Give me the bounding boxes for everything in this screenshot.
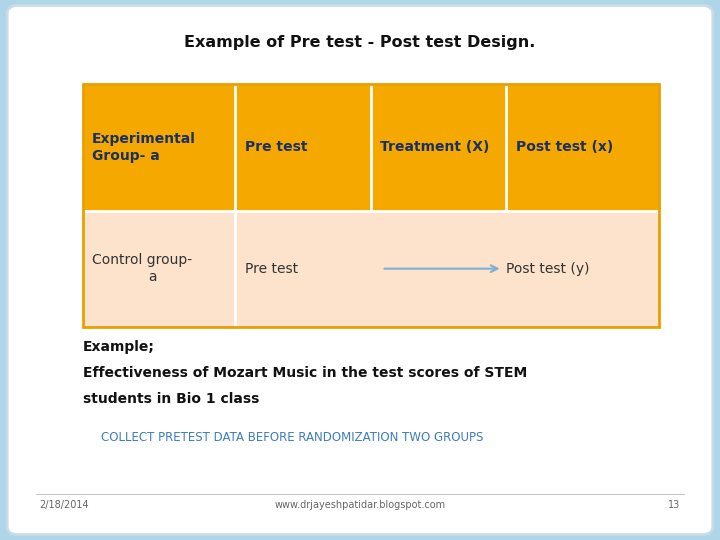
Bar: [83, 84, 659, 327]
Bar: [83, 84, 659, 211]
Text: 2/18/2014: 2/18/2014: [40, 500, 89, 510]
Text: Treatment (X): Treatment (X): [380, 140, 490, 154]
Text: Post test (y): Post test (y): [506, 262, 590, 275]
Text: Experimental
Group- a: Experimental Group- a: [92, 132, 196, 163]
Text: 13: 13: [668, 500, 680, 510]
Text: Pre test: Pre test: [245, 262, 298, 275]
Text: Pre test: Pre test: [245, 140, 307, 154]
Text: www.drjayeshpatidar.blogspot.com: www.drjayeshpatidar.blogspot.com: [274, 500, 446, 510]
FancyBboxPatch shape: [7, 5, 713, 535]
Text: Control group-
     a: Control group- a: [92, 253, 192, 284]
Text: COLLECT PRETEST DATA BEFORE RANDOMIZATION TWO GROUPS: COLLECT PRETEST DATA BEFORE RANDOMIZATIO…: [101, 431, 483, 444]
Text: Example;: Example;: [83, 340, 155, 354]
Text: Post test (x): Post test (x): [516, 140, 613, 154]
Bar: [83, 211, 659, 327]
Text: Example of Pre test - Post test Design.: Example of Pre test - Post test Design.: [184, 35, 536, 50]
Text: Effectiveness of Mozart Music in the test scores of STEM: Effectiveness of Mozart Music in the tes…: [83, 366, 527, 380]
Text: students in Bio 1 class: students in Bio 1 class: [83, 392, 259, 406]
